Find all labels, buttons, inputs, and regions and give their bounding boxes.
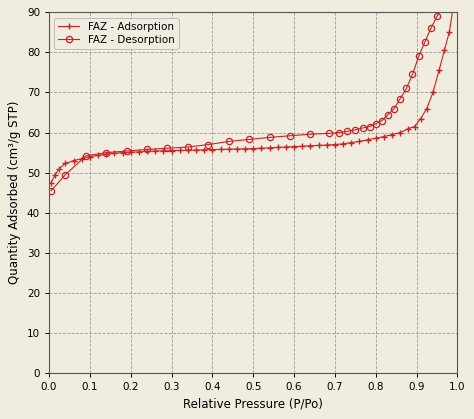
FAZ - Adsorption [201,147,207,153]
FAZ - Adsorption [300,144,305,149]
FAZ - Desorption [185,145,191,150]
Legend: FAZ - Adsorption, FAZ - Desorption: FAZ - Adsorption, FAZ - Desorption [54,18,179,49]
FAZ - Desorption [124,148,129,153]
FAZ - Desorption [428,26,434,31]
FAZ - Desorption [373,121,379,126]
FAZ - Desorption [434,14,440,19]
X-axis label: Relative Pressure (P/Po): Relative Pressure (P/Po) [183,398,323,411]
FAZ - Desorption [403,86,409,91]
FAZ - Desorption [447,0,452,5]
FAZ - Desorption [367,124,373,129]
Line: FAZ - Desorption: FAZ - Desorption [48,0,456,194]
FAZ - Desorption [391,106,397,111]
FAZ - Desorption [416,54,421,59]
FAZ - Desorption [267,135,273,140]
FAZ - Desorption [48,188,54,193]
FAZ - Desorption [353,127,358,132]
FAZ - Desorption [226,139,232,144]
FAZ - Adsorption [111,151,117,156]
Y-axis label: Quantity Adsorbed (cm³/g STP): Quantity Adsorbed (cm³/g STP) [9,101,21,285]
FAZ - Desorption [287,133,293,138]
FAZ - Desorption [379,118,385,123]
FAZ - Desorption [83,153,89,158]
FAZ - Adsorption [48,180,54,185]
Line: FAZ - Adsorption: FAZ - Adsorption [48,3,456,186]
FAZ - Adsorption [332,142,338,147]
FAZ - Desorption [450,0,456,3]
FAZ - Desorption [103,150,109,155]
FAZ - Desorption [205,142,211,147]
FAZ - Desorption [440,4,446,9]
FAZ - Desorption [410,72,415,77]
FAZ - Desorption [385,112,391,117]
FAZ - Adsorption [291,144,297,149]
FAZ - Desorption [344,129,350,134]
FAZ - Desorption [144,147,150,152]
FAZ - Desorption [336,130,342,135]
FAZ - Desorption [326,131,332,136]
FAZ - Desorption [63,172,68,177]
FAZ - Adsorption [275,145,281,150]
FAZ - Adsorption [450,4,456,9]
FAZ - Desorption [164,146,170,151]
FAZ - Desorption [397,96,403,101]
FAZ - Desorption [308,132,313,137]
FAZ - Desorption [246,137,252,142]
FAZ - Desorption [422,40,428,45]
FAZ - Desorption [361,125,366,130]
